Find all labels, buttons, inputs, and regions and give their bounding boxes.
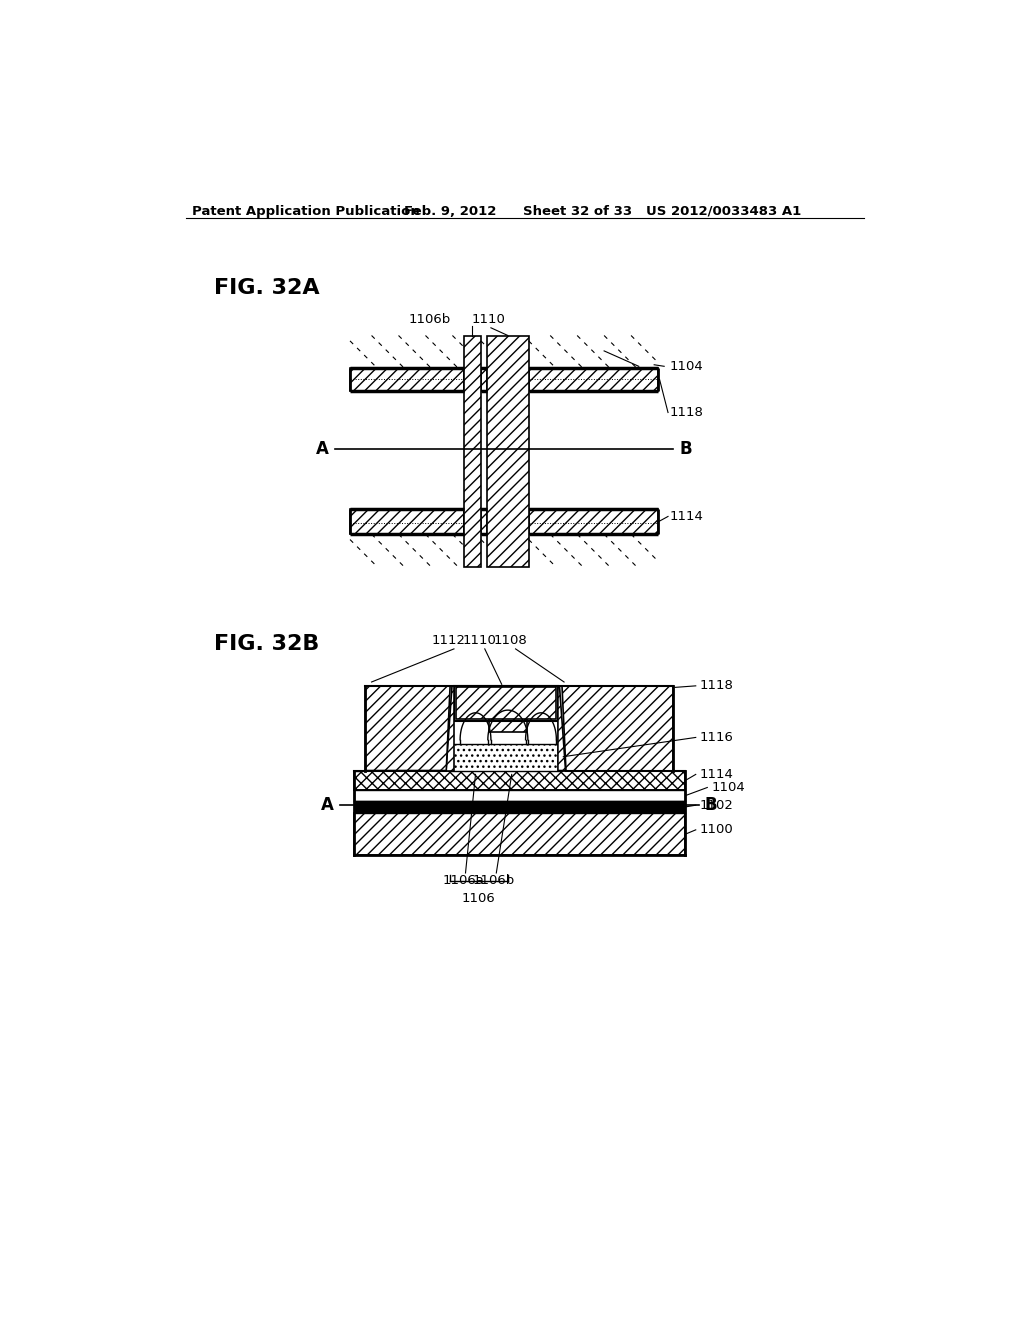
Bar [528, 508, 658, 535]
Text: 1116: 1116 [699, 731, 733, 744]
Text: 1114: 1114 [699, 768, 733, 781]
Bar [451, 743, 562, 771]
Text: 1108: 1108 [494, 635, 527, 647]
Polygon shape [558, 686, 565, 771]
Bar [456, 688, 556, 719]
Bar [487, 335, 528, 566]
Text: 1106a: 1106a [442, 875, 484, 887]
Text: 1104: 1104 [711, 781, 744, 795]
Bar [354, 813, 685, 855]
Text: 1106b: 1106b [473, 875, 515, 887]
Text: 1106b: 1106b [409, 313, 451, 326]
Bar [354, 801, 685, 813]
Bar [350, 368, 464, 391]
Bar [350, 508, 464, 535]
Text: Sheet 32 of 33: Sheet 32 of 33 [523, 205, 633, 218]
Bar [454, 686, 558, 721]
Bar [354, 771, 685, 789]
Polygon shape [562, 686, 674, 771]
Polygon shape [446, 686, 454, 771]
Text: Patent Application Publication: Patent Application Publication [193, 205, 420, 218]
Bar [528, 368, 658, 391]
Text: 1118: 1118 [670, 407, 703, 418]
Text: A: A [321, 796, 334, 814]
Text: 1106: 1106 [462, 892, 496, 906]
Text: 1114: 1114 [670, 510, 703, 523]
Bar [354, 789, 685, 801]
Text: 1102: 1102 [699, 799, 733, 812]
Polygon shape [366, 686, 451, 771]
Text: 1104: 1104 [670, 360, 703, 372]
Text: A: A [315, 441, 329, 458]
Text: B: B [705, 796, 718, 814]
Bar [481, 368, 487, 391]
Text: US 2012/0033483 A1: US 2012/0033483 A1 [646, 205, 802, 218]
Bar [464, 335, 481, 566]
Bar [488, 717, 527, 733]
Text: Feb. 9, 2012: Feb. 9, 2012 [403, 205, 497, 218]
Text: 1118: 1118 [699, 680, 733, 693]
Bar [481, 508, 487, 535]
Text: FIG. 32A: FIG. 32A [214, 277, 319, 298]
Text: 1110: 1110 [472, 313, 506, 326]
Text: FIG. 32B: FIG. 32B [214, 635, 319, 655]
Text: 1112: 1112 [431, 635, 466, 647]
Text: 1100: 1100 [699, 824, 733, 837]
Text: 1110: 1110 [463, 635, 497, 647]
Text: B: B [680, 441, 692, 458]
